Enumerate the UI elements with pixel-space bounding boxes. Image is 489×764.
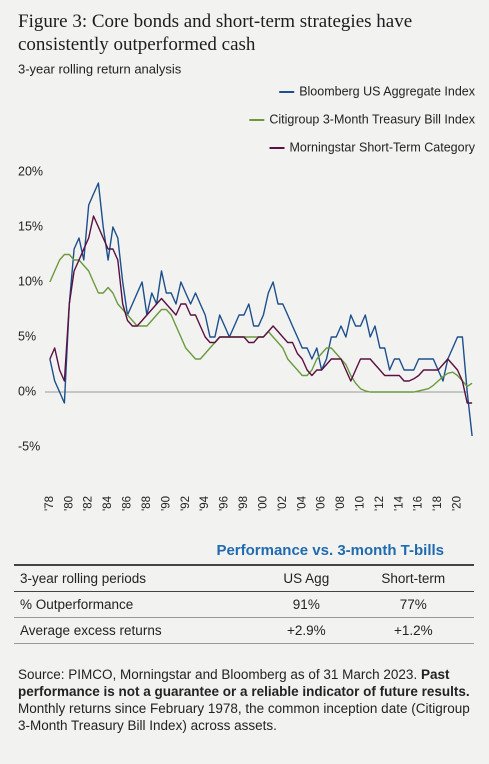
x-tick-label: '86 [122,496,134,511]
x-tick-label: '14 [393,495,405,511]
cell: 91% [260,591,353,618]
x-tick-label: '96 [219,496,231,511]
legend-label: Citigroup 3-Month Treasury Bill Index [269,112,475,126]
x-tick-label: '92 [180,496,192,511]
x-tick-label: '04 [296,495,308,511]
x-tick-label: '98 [238,496,250,511]
x-tick-label: '88 [141,496,153,511]
header-cell: 3-year rolling periods [14,564,261,592]
x-tick-label: '06 [316,496,328,511]
x-tick-label: '90 [160,496,172,511]
x-tick-label: '82 [83,496,95,511]
header-cell: Short-term [352,564,474,592]
x-tick-label: '02 [277,496,289,511]
series-line [49,215,473,404]
legend-label: Morningstar Short-Term Category [290,140,476,154]
method-note: Monthly returns since February 1978, the… [18,701,470,733]
figure-title: Figure 3: Core bonds and short-term stra… [18,11,413,55]
series-line [49,182,473,437]
cell: +2.9% [260,617,353,644]
legend-label: Bloomberg US Aggregate Index [299,84,476,98]
x-tick-label: '84 [102,495,114,511]
y-tick-label: 10% [18,274,43,288]
table-row: Average excess returns +2.9% +1.2% [14,617,474,644]
y-tick-label: 5% [18,329,36,343]
x-tick-label: '12 [374,496,386,511]
performance-table: Performance vs. 3-month T-bills 3-year r… [14,538,474,644]
row-label: % Outperformance [14,591,261,618]
x-tick-label: '00 [257,496,269,511]
x-tick-label: '78 [44,496,56,511]
source-text: Source: PIMCO, Morningstar and Bloomberg… [18,667,418,682]
series-line [49,253,473,393]
y-tick-label: 0% [18,384,36,398]
x-tick-label: '08 [335,496,347,511]
y-tick-label: 20% [18,164,43,178]
row-label: Average excess returns [14,617,261,644]
chart: 3-year rolling return analysis 20% 15% 10%… [18,61,476,511]
table-header: 3-year rolling periods US Agg Short-term [14,564,474,592]
x-tick-label: '20 [452,496,464,511]
x-tick-label: '18 [432,496,444,511]
disclaimer: Past performance is not a guarantee or a… [18,667,470,699]
y-tick-label: -5% [18,439,40,453]
header-cell: US Agg [260,564,353,592]
table-title: Performance vs. 3-month T-bills [216,542,444,559]
source-note: Source: PIMCO, Morningstar and Bloomberg… [18,666,478,734]
x-tick-label: '10 [354,496,366,511]
x-tick-label: '16 [413,496,425,511]
cell: 77% [352,591,474,618]
x-tick-label: '80 [63,496,75,511]
chart-subtitle: 3-year rolling return analysis [18,61,182,76]
x-tick-label: '94 [199,495,211,511]
table: 3-year rolling periods US Agg Short-term… [14,564,474,644]
table-row: % Outperformance 91% 77% [14,591,474,618]
y-tick-label: 15% [18,219,43,233]
cell: +1.2% [352,617,474,644]
